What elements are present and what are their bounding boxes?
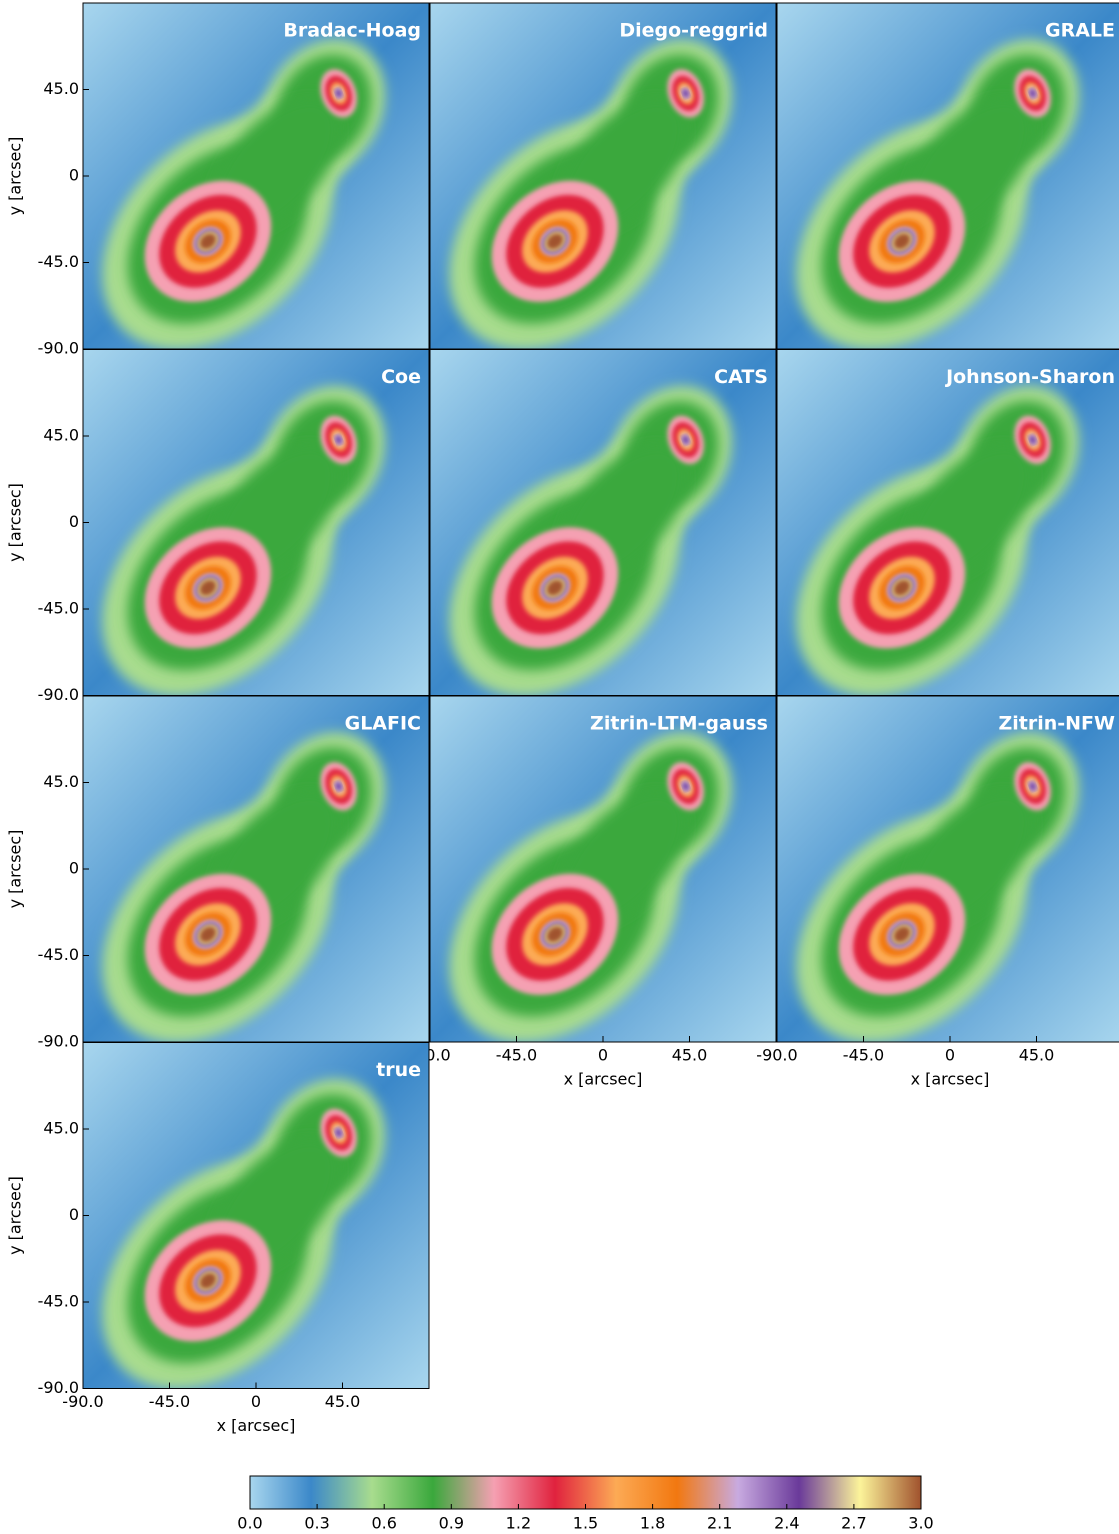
x-tick-label: -45.0 <box>843 1046 884 1065</box>
y-tick-label: -45.0 <box>38 252 79 271</box>
colorbar <box>249 1475 922 1510</box>
heatmap <box>430 3 776 349</box>
panel-title: Diego-reggrid <box>619 20 768 42</box>
density-contour <box>199 926 217 943</box>
y-tick-label: 45.0 <box>43 79 79 98</box>
y-axis-label: y [arcsec] <box>6 1176 25 1255</box>
y-tick-label: 45.0 <box>43 426 79 445</box>
heatmap <box>777 3 1119 349</box>
density-contour <box>893 233 911 250</box>
density-contour <box>335 435 342 444</box>
y-tick-label: -90.0 <box>38 1032 79 1051</box>
panel-title: Johnson-Sharon <box>944 366 1115 388</box>
density-contour <box>893 579 911 597</box>
density-contour <box>199 579 217 597</box>
x-tick-label: 0 <box>598 1046 608 1065</box>
y-tick-label: 45.0 <box>43 772 79 791</box>
y-tick-label: -45.0 <box>38 945 79 964</box>
x-tick-label: -90.0 <box>62 1392 103 1411</box>
panel-title: Zitrin-LTM-gauss <box>590 713 768 735</box>
x-axis-label: x [arcsec] <box>217 1416 296 1435</box>
colorbar-tick-label: 1.8 <box>640 1514 665 1533</box>
heatmap <box>430 349 776 696</box>
density-contour <box>546 233 564 250</box>
density-contour <box>546 579 564 597</box>
y-axis-label: y [arcsec] <box>6 830 25 909</box>
panel-title: true <box>376 1059 421 1081</box>
y-tick-label: 0 <box>69 859 79 878</box>
colorbar-tick-label: 2.1 <box>707 1514 732 1533</box>
density-contour <box>1029 782 1036 791</box>
panel-title: Bradac-Hoag <box>283 20 421 42</box>
x-tick-label: -90.0 <box>756 1046 797 1065</box>
x-tick-label: 0 <box>945 1046 955 1065</box>
y-tick-label: 45.0 <box>43 1119 79 1138</box>
heatmap <box>83 349 429 696</box>
x-tick-label: -45.0 <box>149 1392 190 1411</box>
colorbar-tick-label: 2.4 <box>774 1514 799 1533</box>
y-tick-label: -45.0 <box>38 1292 79 1311</box>
panel-title: CATS <box>714 366 768 388</box>
colorbar-tick-label: 2.7 <box>841 1514 866 1533</box>
x-tick-label: 45.0 <box>325 1392 361 1411</box>
heatmap <box>83 696 429 1042</box>
heatmap <box>430 696 776 1042</box>
y-tick-label: -90.0 <box>38 685 79 704</box>
density-contour <box>1029 89 1036 98</box>
heatmap <box>777 349 1119 696</box>
colorbar-tick-label: 0.3 <box>304 1514 329 1533</box>
panel-title: Coe <box>381 366 421 388</box>
density-contour <box>199 233 217 250</box>
density-contour <box>335 89 342 98</box>
density-contour <box>682 782 689 791</box>
density-contour <box>335 1128 342 1137</box>
density-contour <box>682 435 689 444</box>
panel-title: Zitrin-NFW <box>998 713 1115 735</box>
heatmap <box>83 3 429 349</box>
density-contour <box>1029 435 1036 444</box>
heatmap <box>83 1042 429 1389</box>
density-contour <box>335 782 342 791</box>
colorbar-tick-label: 1.2 <box>506 1514 531 1533</box>
y-tick-label: 0 <box>69 1205 79 1224</box>
y-tick-label: -90.0 <box>38 339 79 358</box>
panel-title: GRALE <box>1045 20 1115 42</box>
colorbar-tick-label: 0.6 <box>371 1514 396 1533</box>
y-tick-label: -45.0 <box>38 599 79 618</box>
x-tick-label: 45.0 <box>1019 1046 1055 1065</box>
density-contour <box>682 89 689 98</box>
panel-title: GLAFIC <box>345 713 421 735</box>
colorbar-tick-label: 0.0 <box>237 1514 262 1533</box>
x-tick-label: 45.0 <box>672 1046 708 1065</box>
density-contour <box>199 1272 217 1290</box>
y-tick-label: 0 <box>69 166 79 185</box>
heatmap <box>777 696 1119 1042</box>
y-axis-label: y [arcsec] <box>6 483 25 562</box>
colorbar-tick-label: 0.9 <box>439 1514 464 1533</box>
density-contour <box>546 926 564 943</box>
y-axis-label: y [arcsec] <box>6 137 25 216</box>
colorbar-tick-label: 1.5 <box>573 1514 598 1533</box>
density-contour <box>893 926 911 943</box>
y-tick-label: 0 <box>69 512 79 531</box>
y-tick-label: -90.0 <box>38 1378 79 1397</box>
x-tick-label: -45.0 <box>496 1046 537 1065</box>
x-axis-label: x [arcsec] <box>911 1070 990 1089</box>
colorbar-tick-label: 3.0 <box>908 1514 933 1533</box>
x-tick-label: 0 <box>251 1392 261 1411</box>
x-axis-label: x [arcsec] <box>564 1070 643 1089</box>
